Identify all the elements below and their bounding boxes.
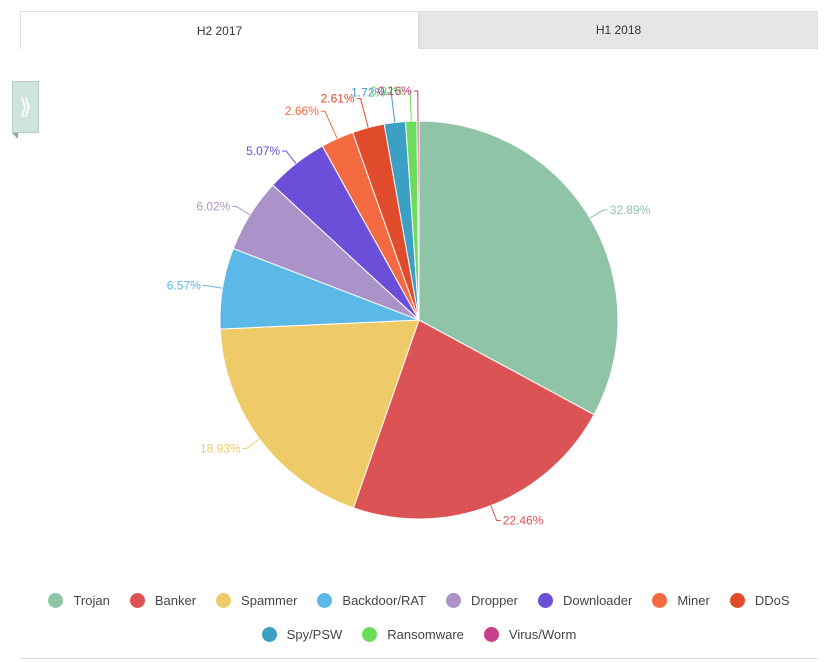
legend-item-downloader[interactable]: Downloader <box>537 590 633 610</box>
data-label-ransomware: 0.92% <box>370 84 404 98</box>
leader-line-trojan <box>589 209 608 219</box>
legend-label: Banker <box>154 592 197 608</box>
legend-swatch <box>216 592 232 608</box>
period-tabs: H2 2017 H1 2018 <box>20 11 818 49</box>
bottom-divider <box>20 658 818 659</box>
data-label-trojan: 32.89% <box>610 203 651 217</box>
data-label-ddos: 2.61% <box>321 92 355 106</box>
legend-label: Downloader <box>562 592 633 608</box>
pie-slice-virus-worm[interactable] <box>416 120 420 321</box>
legend-swatch <box>261 626 277 642</box>
legend-item-ransomware[interactable]: Ransomware <box>362 624 464 644</box>
legend-label: Backdoor/RAT <box>342 592 426 608</box>
legend-item-backdoor-rat[interactable]: Backdoor/RAT <box>317 590 426 610</box>
leader-line-ransomware <box>406 90 412 122</box>
legend-item-ddos[interactable]: DDoS <box>729 590 790 610</box>
legend-item-spy-psw[interactable]: Spy/PSW <box>261 624 343 644</box>
legend-swatch <box>483 626 499 642</box>
legend-swatch <box>729 592 745 608</box>
data-label-backdoor-rat: 6.57% <box>167 279 201 293</box>
leader-line-spy-psw <box>387 92 396 123</box>
legend-swatch <box>129 592 145 608</box>
legend-label: Spy/PSW <box>286 626 343 642</box>
legend-item-trojan[interactable]: Trojan <box>48 590 110 610</box>
leader-line-backdoor-rat <box>202 285 223 289</box>
data-label-virus-worm: 0.16% <box>378 84 412 98</box>
leader-line-banker <box>490 505 501 521</box>
data-label-miner: 2.66% <box>285 104 319 118</box>
leader-line-miner <box>320 110 338 139</box>
legend-swatch <box>48 592 64 608</box>
data-label-spammer: 18.93% <box>200 442 241 456</box>
legend-swatch <box>537 592 553 608</box>
legend-swatch <box>317 592 333 608</box>
pie-slice-banker[interactable] <box>352 319 595 520</box>
pie-slice-trojan[interactable] <box>418 120 619 416</box>
data-label-banker: 22.46% <box>503 514 544 528</box>
sidebar-toggle-button[interactable]: ⟫ <box>12 81 39 133</box>
data-label-dropper: 6.02% <box>196 200 230 214</box>
legend-label: Virus/Worm <box>508 626 577 642</box>
legend-item-spammer[interactable]: Spammer <box>216 590 297 610</box>
legend-item-miner[interactable]: Miner <box>652 590 710 610</box>
double-chevron-right-icon: ⟫ <box>19 94 32 119</box>
leader-line-downloader <box>282 150 297 164</box>
legend-swatch <box>445 592 461 608</box>
legend-item-banker[interactable]: Banker <box>129 590 197 610</box>
pie-slice-spammer[interactable] <box>219 319 420 509</box>
data-label-spy-psw: 1.72% <box>351 86 385 100</box>
toggle-tab-tail <box>12 133 18 139</box>
legend-label: Spammer <box>241 592 298 608</box>
legend-item-dropper[interactable]: Dropper <box>445 590 518 610</box>
legend-label: DDoS <box>754 592 790 608</box>
tab-h1-2018[interactable]: H1 2018 <box>419 11 818 49</box>
legend-label: Dropper <box>470 592 518 608</box>
leader-line-dropper <box>232 206 251 216</box>
leader-line-ddos <box>356 98 369 128</box>
legend-label: Miner <box>677 592 710 608</box>
data-label-downloader: 5.07% <box>246 144 280 158</box>
legend-label: Trojan <box>73 592 110 608</box>
pie-chart: 32.89% 22.46% 18.93% 6.57% 6.02% 5.07% 2.66%2.… <box>167 84 651 528</box>
legend-swatch <box>652 592 668 608</box>
legend-label: Ransomware <box>387 626 464 642</box>
leader-line-spammer <box>242 438 260 449</box>
tab-h2-2017[interactable]: H2 2017 <box>20 11 419 49</box>
legend-item-virus-worm[interactable]: Virus/Worm <box>483 624 577 644</box>
legend-swatch <box>362 626 378 642</box>
leader-line-virus-worm <box>413 90 419 122</box>
chart-legend: Trojan Banker Spammer Backdoor/RAT Dropper Do… <box>20 590 818 644</box>
